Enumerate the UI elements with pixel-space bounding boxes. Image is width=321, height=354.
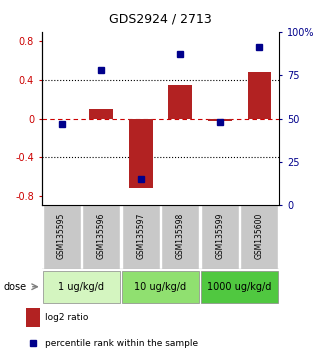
- Text: dose: dose: [3, 282, 26, 292]
- Bar: [42, 271, 120, 303]
- Text: percentile rank within the sample: percentile rank within the sample: [45, 338, 198, 348]
- Text: 1 ug/kg/d: 1 ug/kg/d: [58, 282, 104, 292]
- Text: 1000 ug/kg/d: 1000 ug/kg/d: [207, 282, 272, 292]
- Bar: [89, 109, 113, 119]
- Text: log2 ratio: log2 ratio: [45, 313, 88, 322]
- Bar: [129, 119, 152, 188]
- Text: GSM135597: GSM135597: [136, 213, 145, 259]
- Bar: [82, 205, 120, 269]
- Bar: [247, 72, 271, 119]
- Text: GSM135596: GSM135596: [97, 213, 106, 259]
- Bar: [169, 85, 192, 119]
- Bar: [201, 205, 239, 269]
- Bar: [240, 205, 279, 269]
- Text: GDS2924 / 2713: GDS2924 / 2713: [109, 12, 212, 25]
- Bar: [161, 205, 199, 269]
- Bar: [122, 205, 160, 269]
- Text: GSM135600: GSM135600: [255, 213, 264, 259]
- Bar: [201, 271, 279, 303]
- Bar: [122, 271, 199, 303]
- Bar: [208, 119, 232, 120]
- Bar: [42, 205, 81, 269]
- Text: GSM135595: GSM135595: [57, 213, 66, 259]
- Bar: [26, 308, 40, 327]
- Text: 10 ug/kg/d: 10 ug/kg/d: [134, 282, 187, 292]
- Text: GSM135598: GSM135598: [176, 213, 185, 259]
- Text: GSM135599: GSM135599: [215, 213, 224, 259]
